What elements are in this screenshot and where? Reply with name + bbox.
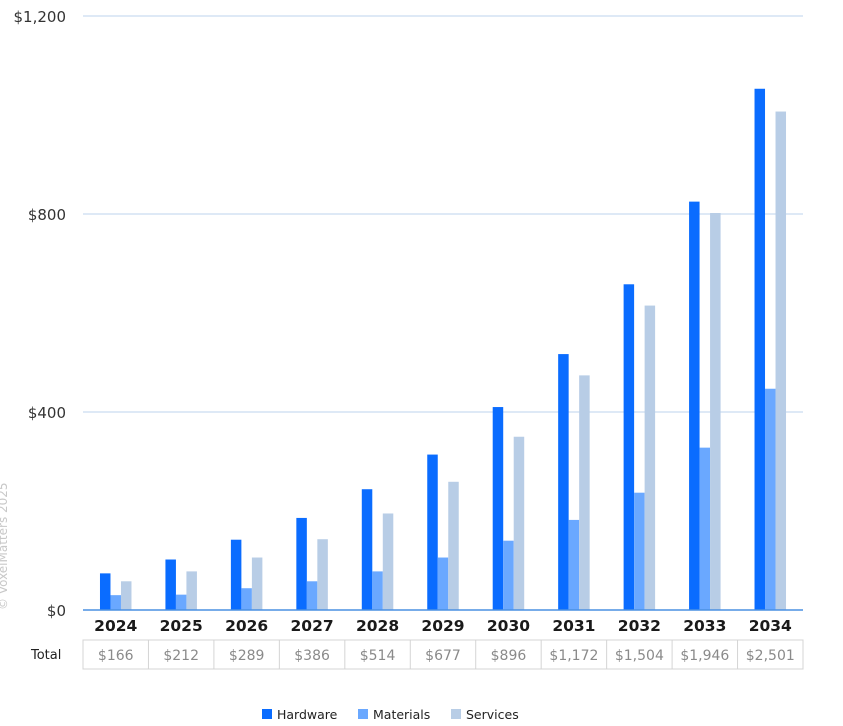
- bar-materials-2033: [699, 447, 711, 610]
- y-tick-label: $400: [28, 404, 66, 422]
- legend-label-services: Services: [466, 707, 519, 722]
- legend-label-hardware: Hardware: [277, 707, 338, 722]
- total-value: $896: [491, 648, 527, 664]
- bar-materials-2029: [437, 557, 449, 610]
- bar-materials-2028: [372, 571, 383, 610]
- totals-row-label: Total: [30, 648, 61, 663]
- total-value: $1,504: [615, 648, 664, 664]
- bar-hardware-2027: [296, 517, 307, 610]
- bar-services-2030: [513, 436, 525, 610]
- x-tick-label: 2029: [421, 617, 464, 635]
- y-tick-label: $800: [28, 206, 66, 224]
- y-tick-label: $0: [47, 602, 66, 620]
- bar-services-2033: [710, 213, 721, 610]
- legend: Hardware Materials Services: [262, 707, 519, 722]
- bar-services-2029: [448, 481, 459, 610]
- bar-services-2034: [775, 111, 787, 610]
- bar-materials-2026: [241, 588, 252, 610]
- totals-row: Total $166 $212 $289 $386 $514 $677 $896 $1,172 $…: [30, 639, 804, 670]
- bar-hardware-2029: [427, 454, 438, 610]
- y-tick-label: $1,200: [14, 8, 67, 26]
- bar-hardware-2024: [99, 573, 111, 610]
- x-tick-label: 2024: [94, 617, 137, 635]
- bar-hardware-2025: [165, 559, 176, 610]
- bar-services-2032: [644, 305, 656, 610]
- bar-hardware-2028: [361, 489, 373, 610]
- total-value: $289: [229, 648, 265, 664]
- bar-hardware-2026: [230, 539, 242, 610]
- x-tick-label: 2034: [749, 617, 792, 635]
- y-axis: $0 $400 $800 $1,200: [14, 8, 67, 620]
- x-tick-label: 2027: [291, 617, 334, 635]
- total-value: $2,501: [746, 648, 795, 664]
- x-tick-label: 2028: [356, 617, 399, 635]
- bar-materials-2030: [503, 540, 514, 610]
- bar-services-2025: [186, 571, 197, 610]
- legend-swatch-materials: [358, 709, 368, 719]
- bar-services-2031: [579, 375, 590, 610]
- legend-swatch-services: [451, 709, 461, 719]
- gridlines: [83, 15, 803, 413]
- total-value: $677: [425, 648, 461, 664]
- x-tick-label: 2033: [683, 617, 726, 635]
- total-value: $514: [360, 648, 396, 664]
- x-tick-label: 2032: [618, 617, 661, 635]
- x-axis: 2024 2025 2026 2027 2028 2029 2030 2031 2032 2033…: [94, 617, 792, 635]
- bar-materials-2027: [306, 581, 318, 610]
- bar-materials-2024: [110, 595, 121, 610]
- bar-hardware-2032: [623, 284, 635, 610]
- bar-hardware-2031: [558, 354, 569, 610]
- total-value: $166: [98, 648, 134, 664]
- bar-hardware-2030: [492, 407, 504, 610]
- x-tick-label: 2025: [160, 617, 203, 635]
- legend-label-materials: Materials: [373, 707, 430, 722]
- bar-hardware-2034: [754, 88, 766, 610]
- bar-materials-2025: [175, 594, 187, 610]
- bar-hardware-2033: [689, 201, 700, 610]
- bar-services-2024: [120, 581, 132, 610]
- totals-table-border: [82, 639, 804, 670]
- total-value: $1,172: [549, 648, 598, 664]
- x-tick-label: 2030: [487, 617, 530, 635]
- bars: [99, 88, 787, 610]
- x-tick-label: 2031: [552, 617, 595, 635]
- total-value: $386: [294, 648, 330, 664]
- x-tick-label: 2026: [225, 617, 268, 635]
- bar-materials-2031: [568, 519, 580, 610]
- watermark: © VoxelMatters 2025: [0, 482, 10, 610]
- bar-services-2028: [382, 513, 394, 610]
- total-value: $1,946: [680, 648, 729, 664]
- bar-materials-2032: [634, 492, 645, 610]
- bar-services-2027: [317, 539, 328, 610]
- legend-swatch-hardware: [262, 709, 272, 719]
- total-value: $212: [163, 648, 199, 664]
- bar-services-2026: [251, 557, 263, 610]
- bar-materials-2034: [765, 388, 776, 610]
